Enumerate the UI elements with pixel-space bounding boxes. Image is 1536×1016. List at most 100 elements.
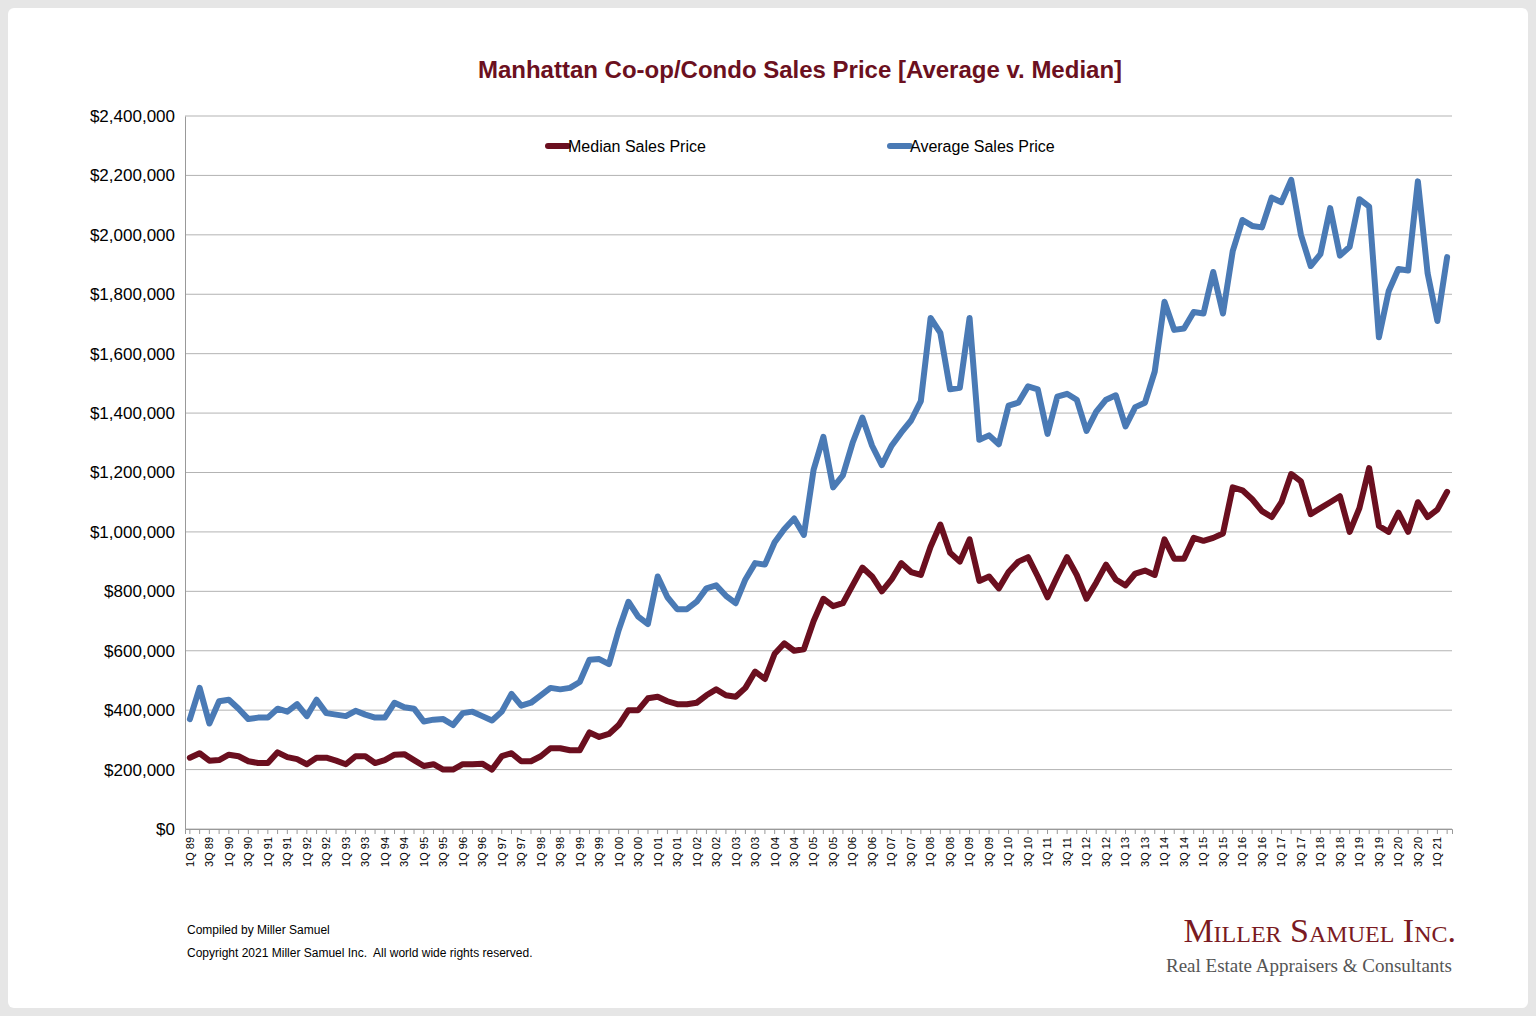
grid-line bbox=[185, 116, 1452, 117]
x-tick-mark bbox=[1193, 829, 1194, 834]
x-tick-label: 1Q 19 bbox=[1353, 837, 1365, 867]
x-tick-label: 1Q 09 bbox=[963, 837, 975, 867]
x-tick: 1Q 20 bbox=[1392, 829, 1404, 867]
x-tick: 3Q 91 bbox=[281, 829, 293, 867]
x-tick-mark bbox=[1057, 829, 1058, 834]
x-tick-mark bbox=[472, 829, 473, 834]
y-tick-label: $400,000 bbox=[104, 701, 175, 720]
x-tick bbox=[901, 829, 902, 834]
x-tick: 1Q 04 bbox=[768, 829, 780, 867]
x-tick: 3Q 03 bbox=[749, 829, 761, 867]
x-tick-label: 3Q 18 bbox=[1334, 837, 1346, 867]
x-tick-mark bbox=[384, 829, 385, 834]
x-tick bbox=[862, 829, 863, 834]
annotation: Miller Samuel Inc. bbox=[1183, 912, 1456, 949]
x-tick: 1Q 02 bbox=[691, 829, 703, 867]
x-tick-label: 1Q 92 bbox=[301, 837, 313, 867]
x-tick: 1Q 18 bbox=[1314, 829, 1326, 867]
x-tick-label: 1Q 08 bbox=[924, 837, 936, 867]
x-tick-mark bbox=[686, 829, 687, 834]
x-tick-mark bbox=[492, 829, 493, 834]
x-tick-label: 1Q 06 bbox=[846, 837, 858, 867]
legend-label: Average Sales Price bbox=[910, 138, 1055, 155]
x-tick: 3Q 04 bbox=[788, 829, 800, 867]
x-tick bbox=[881, 829, 882, 834]
x-tick: 3Q 90 bbox=[242, 829, 254, 867]
x-tick-mark bbox=[1388, 829, 1389, 834]
x-tick-mark bbox=[1408, 829, 1409, 834]
x-tick-mark bbox=[1398, 829, 1399, 834]
x-tick-label: 3Q 96 bbox=[476, 837, 488, 867]
x-tick bbox=[998, 829, 999, 834]
x-tick-label: 3Q 94 bbox=[398, 837, 410, 867]
x-tick-mark bbox=[423, 829, 424, 834]
x-tick bbox=[784, 829, 785, 834]
x-tick bbox=[1232, 829, 1233, 834]
x-tick bbox=[940, 829, 941, 834]
x-tick: 1Q 91 bbox=[262, 829, 274, 867]
x-tick bbox=[1252, 829, 1253, 834]
x-tick-mark bbox=[345, 829, 346, 834]
x-tick-label: 1Q 04 bbox=[768, 837, 780, 867]
x-tick-label: 3Q 08 bbox=[944, 837, 956, 867]
x-tick: 3Q 07 bbox=[905, 829, 917, 867]
x-tick-mark bbox=[823, 829, 824, 834]
x-tick-mark bbox=[453, 829, 454, 834]
x-tick-mark bbox=[306, 829, 307, 834]
x-tick: 1Q 13 bbox=[1119, 829, 1131, 867]
x-tick bbox=[492, 829, 493, 834]
x-tick-mark bbox=[511, 829, 512, 834]
x-tick: 1Q 03 bbox=[730, 829, 742, 867]
x-tick: 1Q 19 bbox=[1353, 829, 1365, 867]
plot-area bbox=[190, 180, 1447, 770]
x-tick-mark bbox=[911, 829, 912, 834]
x-tick-mark bbox=[745, 829, 746, 834]
x-tick-mark bbox=[696, 829, 697, 834]
x-tick-mark bbox=[706, 829, 707, 834]
x-tick-mark bbox=[1310, 829, 1311, 834]
x-tick-mark bbox=[355, 829, 356, 834]
x-tick bbox=[706, 829, 707, 834]
x-tick bbox=[258, 829, 259, 834]
x-tick: 3Q 97 bbox=[515, 829, 527, 867]
x-tick-mark bbox=[433, 829, 434, 834]
x-tick: 3Q 13 bbox=[1139, 829, 1151, 867]
x-tick: 3Q 16 bbox=[1256, 829, 1268, 867]
x-tick bbox=[686, 829, 687, 834]
x-tick-mark bbox=[1339, 829, 1340, 834]
x-tick-label: 1Q 07 bbox=[885, 837, 897, 867]
x-tick-label: 1Q 05 bbox=[807, 837, 819, 867]
x-tick-mark bbox=[852, 829, 853, 834]
x-tick-mark bbox=[365, 829, 366, 834]
x-tick-label: 1Q 90 bbox=[223, 837, 235, 867]
x-tick-label: 3Q 06 bbox=[866, 837, 878, 867]
x-tick bbox=[647, 829, 648, 834]
x-tick bbox=[355, 829, 356, 834]
x-tick bbox=[1310, 829, 1311, 834]
x-tick-label: 3Q 13 bbox=[1139, 837, 1151, 867]
y-tick: $200,000 bbox=[104, 761, 185, 780]
x-tick: 1Q 89 bbox=[184, 829, 196, 867]
x-tick: 3Q 09 bbox=[983, 829, 995, 867]
x-tick: 3Q 15 bbox=[1217, 829, 1229, 867]
x-tick-mark bbox=[901, 829, 902, 834]
y-tick: $800,000 bbox=[104, 582, 185, 601]
x-tick bbox=[453, 829, 454, 834]
x-tick bbox=[1213, 829, 1214, 834]
x-tick-mark bbox=[1154, 829, 1155, 834]
x-tick-mark bbox=[1330, 829, 1331, 834]
x-tick-mark bbox=[1213, 829, 1214, 834]
x-tick bbox=[745, 829, 746, 834]
x-tick-mark bbox=[394, 829, 395, 834]
x-tick bbox=[316, 829, 317, 834]
x-tick-mark bbox=[989, 829, 990, 834]
x-tick-label: 1Q 14 bbox=[1158, 837, 1170, 867]
x-tick-label: 1Q 20 bbox=[1392, 837, 1404, 867]
x-tick-mark bbox=[930, 829, 931, 834]
x-tick-mark bbox=[258, 829, 259, 834]
x-tick-mark bbox=[1018, 829, 1019, 834]
x-tick-label: 3Q 00 bbox=[632, 837, 644, 867]
x-tick-mark bbox=[540, 829, 541, 834]
x-tick bbox=[394, 829, 395, 834]
x-tick-mark bbox=[618, 829, 619, 834]
